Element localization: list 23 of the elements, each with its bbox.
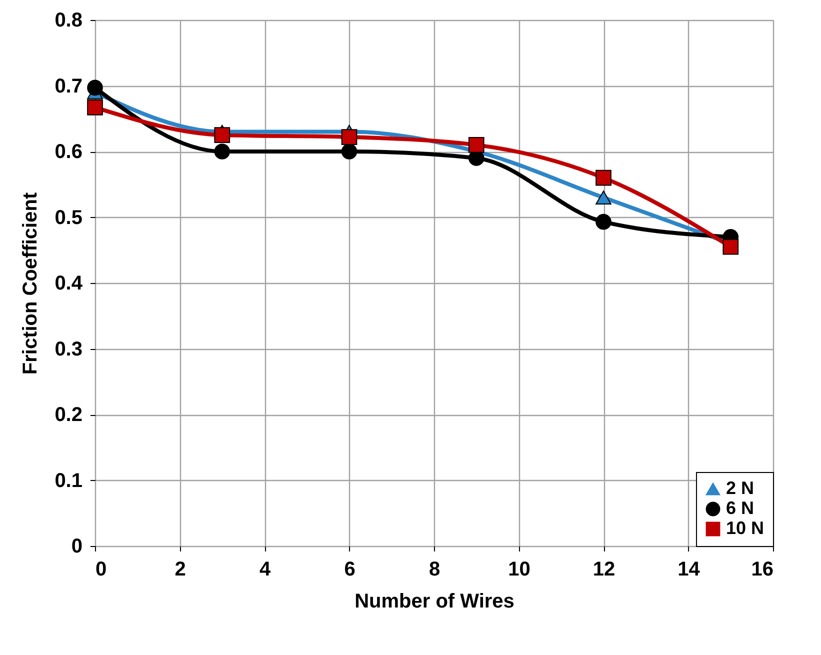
- legend-label: 10 N: [726, 518, 764, 538]
- x-tick-label: 10: [508, 558, 530, 580]
- x-tick-label: 4: [259, 558, 272, 580]
- x-tick-label: 6: [344, 558, 356, 580]
- y-tick-label: 0.8: [54, 10, 82, 32]
- x-tick-label: 0: [96, 558, 107, 580]
- x-tick-label: 8: [428, 558, 440, 580]
- y-tick-label: 0.7: [54, 75, 82, 98]
- x-axis-title: Number of Wires: [354, 590, 514, 612]
- y-tick-label: 0.2: [54, 404, 82, 426]
- legend-label: 6 N: [726, 498, 754, 518]
- x-tick-label: 2: [174, 558, 186, 580]
- y-axis-title: Friction Coefficient: [20, 192, 42, 375]
- y-tick-label: 0.3: [54, 338, 82, 360]
- y-tick-label: 0: [71, 536, 82, 558]
- y-tick-label: 0.4: [54, 272, 84, 294]
- x-tick-label: 16: [751, 558, 774, 580]
- x-tick-label: 14: [678, 558, 701, 580]
- x-tick-label: 12: [592, 558, 616, 580]
- y-tick-label: 0.5: [54, 206, 82, 229]
- y-tick-label: 0.6: [54, 141, 82, 163]
- legend-label: 2 N: [726, 478, 754, 498]
- y-tick-label: 0.1: [54, 470, 82, 492]
